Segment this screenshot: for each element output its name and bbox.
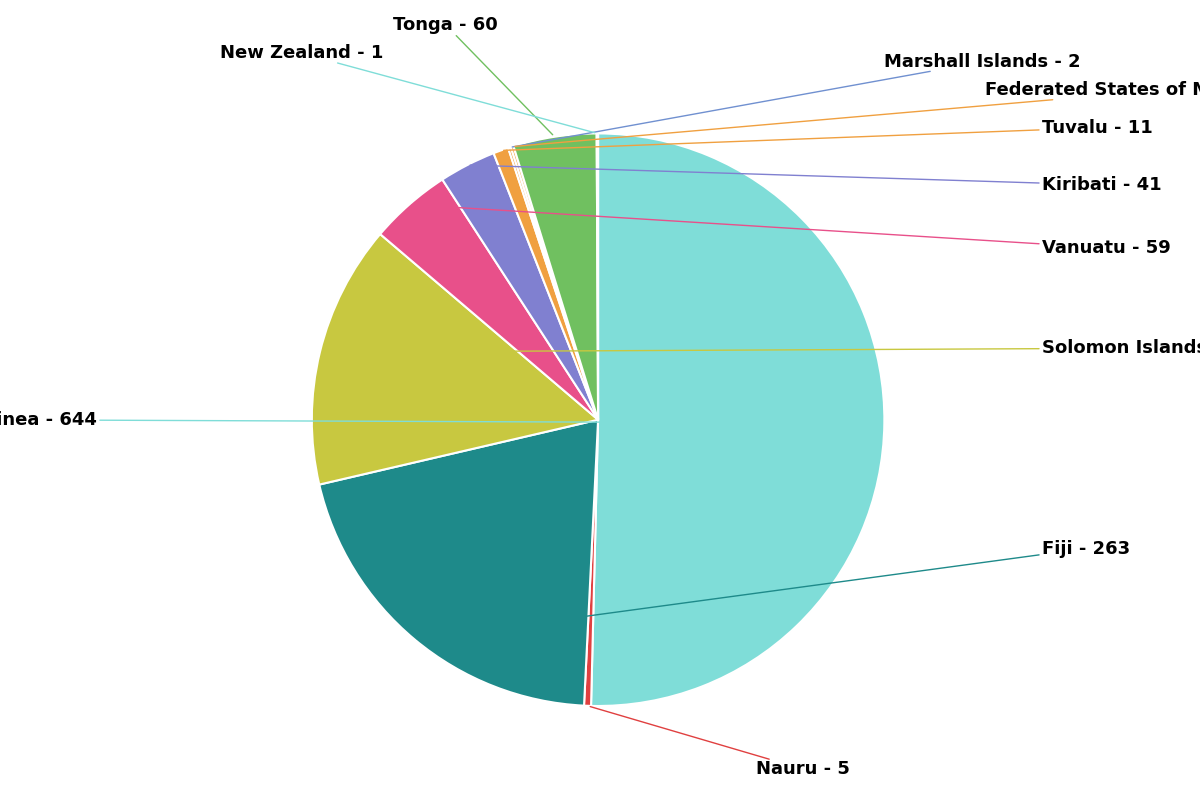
Wedge shape — [443, 153, 598, 420]
Wedge shape — [312, 234, 598, 485]
Wedge shape — [511, 146, 598, 420]
Wedge shape — [508, 147, 598, 420]
Text: New Zealand - 1: New Zealand - 1 — [220, 44, 595, 133]
Text: Vanuatu - 59: Vanuatu - 59 — [412, 205, 1170, 257]
Text: Fiji - 263: Fiji - 263 — [418, 539, 1130, 639]
Text: Marshall Islands - 2: Marshall Islands - 2 — [512, 53, 1081, 147]
Wedge shape — [319, 420, 598, 706]
Text: Solomon Islands - 190: Solomon Islands - 190 — [323, 339, 1200, 357]
Text: Tuvalu - 11: Tuvalu - 11 — [504, 118, 1152, 150]
Text: Nauru - 5: Nauru - 5 — [590, 706, 850, 778]
Text: Federated States of Micronesia - 2: Federated States of Micronesia - 2 — [515, 82, 1200, 146]
Text: Papua New Guinea - 644: Papua New Guinea - 644 — [0, 410, 882, 429]
Text: Tonga - 60: Tonga - 60 — [394, 16, 553, 134]
Text: Kiribati - 41: Kiribati - 41 — [470, 165, 1162, 194]
Wedge shape — [493, 148, 598, 420]
Wedge shape — [514, 134, 598, 420]
Wedge shape — [380, 179, 598, 420]
Wedge shape — [584, 420, 598, 706]
Wedge shape — [596, 134, 598, 420]
Wedge shape — [592, 134, 884, 706]
